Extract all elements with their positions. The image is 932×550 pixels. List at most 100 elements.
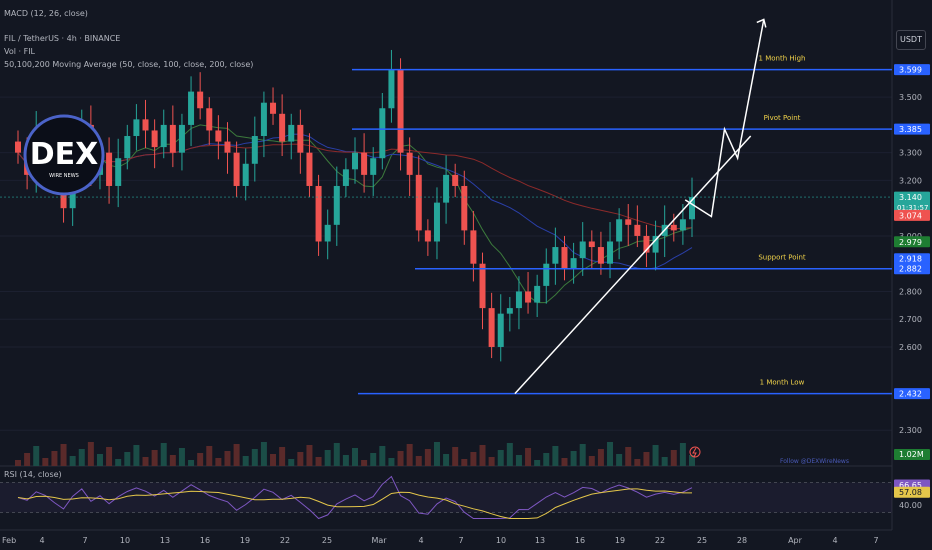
volume-tag-label: 1.02M (899, 450, 924, 459)
candle-body (260, 102, 267, 137)
candle-body (388, 69, 395, 109)
candles (15, 49, 695, 362)
candle-body (124, 136, 131, 159)
alert-icon[interactable] (689, 446, 701, 458)
price-axis: 3.5003.3003.2003.0002.8002.7002.6002.300… (894, 64, 930, 460)
horizontal-levels[interactable]: 1 Month High Pivot Point Support Point 1 Mo… (0, 55, 892, 395)
level-label: 1 Month Low (760, 379, 805, 387)
candle-body (160, 124, 167, 148)
price-tag-label: 2.882 (899, 265, 922, 274)
logo-subtext: WIRE NEWS (49, 173, 79, 179)
volume-bar (616, 454, 623, 466)
time-tick-label: Mar (371, 536, 387, 545)
volume-bar (634, 459, 641, 466)
candle-body (515, 291, 522, 309)
candle-body (206, 108, 213, 131)
volume-bar (388, 458, 395, 466)
volume-bar (188, 460, 195, 466)
volume-bar (497, 450, 504, 466)
candle-body (288, 124, 295, 142)
volume-bar (96, 454, 103, 466)
candle-body (115, 158, 122, 186)
candle-body (342, 169, 349, 186)
volume-bar (306, 445, 313, 466)
volume-bar (552, 446, 559, 466)
candle-body (324, 224, 331, 242)
candle-body (525, 291, 532, 303)
candle-body (379, 108, 386, 159)
time-tick-label: 7 (458, 536, 463, 545)
level-label: Pivot Point (764, 114, 801, 122)
time-tick-label: Apr (788, 536, 803, 545)
volume-bar (51, 451, 58, 466)
candle-body (561, 247, 568, 270)
time-tick-label: 4 (832, 536, 837, 545)
rsi-level-label: 40.00 (899, 501, 922, 510)
volume-bar (106, 447, 113, 466)
volume-bar (433, 442, 440, 466)
volume-bar (124, 452, 131, 466)
candle-body (397, 69, 404, 153)
drawing-annotations[interactable] (514, 18, 767, 395)
candle-body (625, 219, 632, 225)
time-tick-label: 4 (418, 536, 423, 545)
volume-bar (643, 452, 650, 466)
volume-bar (470, 452, 477, 466)
volume-bar (288, 459, 295, 466)
price-tag (894, 191, 930, 214)
candle-body (470, 230, 477, 264)
candle-body (251, 136, 258, 164)
volume-bar (570, 451, 577, 466)
candle-body (306, 152, 313, 186)
candle-body (178, 124, 185, 153)
volume-bar (607, 442, 614, 466)
volume-bar (652, 445, 659, 466)
candle-body (315, 185, 322, 242)
level-label: Support Point (758, 254, 806, 262)
candle-body (242, 163, 249, 186)
volume-bar (506, 443, 513, 466)
logo-ring (23, 114, 105, 196)
macd-label[interactable]: MACD (12, 26, close) (4, 9, 88, 18)
volume-bar (206, 446, 213, 466)
trendline (514, 135, 752, 395)
volume-bar (169, 455, 176, 466)
candle-body (352, 152, 358, 170)
volume-bar (151, 450, 158, 466)
candle-body (497, 313, 504, 347)
candle-body (452, 174, 459, 186)
volume-label[interactable]: Vol · FIL (4, 47, 36, 56)
candle-body (188, 91, 195, 125)
volume-bar (525, 448, 532, 466)
time-tick-label: 16 (200, 536, 210, 545)
volume-bar (588, 456, 595, 466)
time-tick-label: 7 (873, 536, 878, 545)
volume-bar (406, 444, 413, 466)
volume-bar (488, 457, 495, 466)
volume-bar (579, 444, 586, 466)
grid (0, 0, 893, 530)
ma-label[interactable]: 50,100,200 Moving Average (50, close, 10… (4, 60, 254, 69)
volume-bar (233, 444, 240, 466)
price-tick-label: 3.300 (899, 149, 922, 158)
time-tick-label: 22 (280, 536, 290, 545)
volume-bar (352, 448, 358, 466)
candle-body (534, 285, 541, 303)
volume-bar (679, 443, 686, 466)
candle-body (670, 224, 677, 231)
volume-bar (397, 451, 404, 466)
volume-bar (297, 452, 304, 466)
time-tick-label: 13 (535, 536, 545, 545)
symbol-label[interactable]: FIL / TetherUS · 4h · BINANCE (4, 34, 121, 43)
countdown-label: 01:31:57 (897, 204, 928, 212)
currency-button[interactable]: USDT (896, 30, 926, 50)
candle-body (616, 219, 623, 242)
candle-body (479, 263, 486, 309)
time-tick-label: 16 (575, 536, 585, 545)
volume-bar (324, 450, 331, 466)
volume-bar (342, 455, 349, 466)
volume-bar (424, 449, 431, 466)
volume-bar (115, 459, 122, 466)
